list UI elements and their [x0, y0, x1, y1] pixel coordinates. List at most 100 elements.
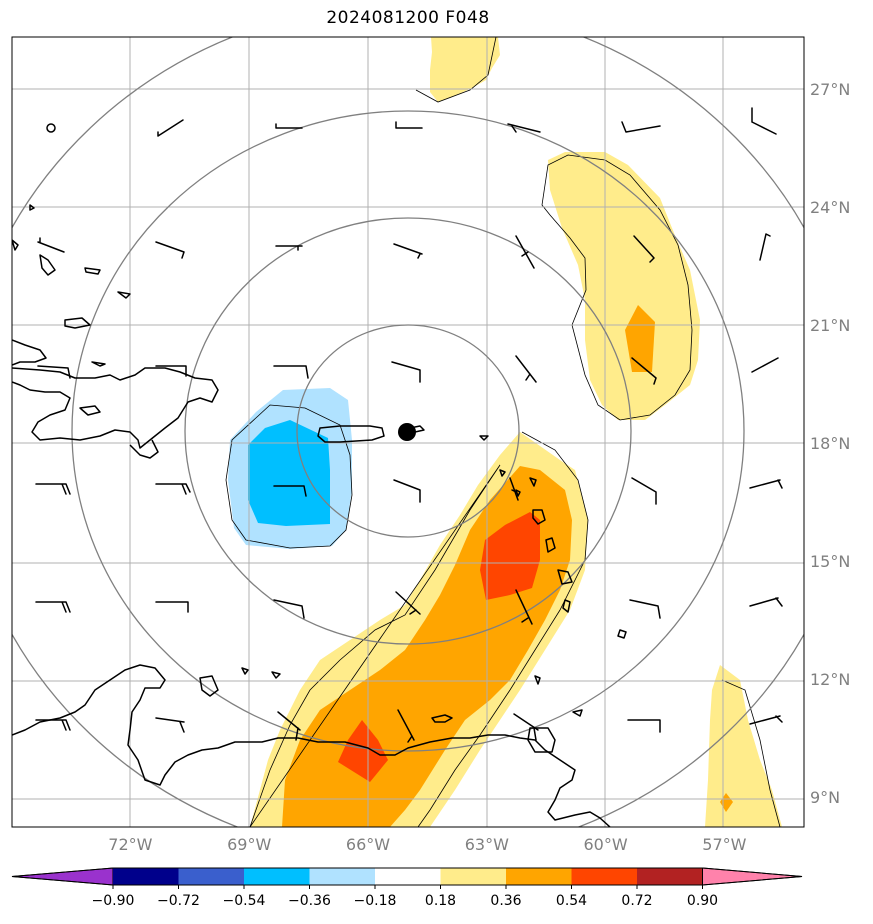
wind-barb	[751, 357, 779, 373]
lat-tick-label: 27°N	[810, 80, 850, 99]
colorbar-segment	[375, 868, 441, 885]
wind-barb	[155, 601, 189, 613]
wind-barb	[277, 711, 301, 741]
wind-barb	[35, 483, 71, 495]
colorbar-tick-label: −0.54	[223, 893, 266, 909]
storm-center-marker	[398, 423, 416, 441]
wind-barb	[515, 235, 535, 269]
coastlines	[12, 123, 627, 827]
coast-bahamas-6	[29, 204, 35, 211]
wind-barb	[621, 121, 661, 133]
wind-barb	[391, 361, 421, 383]
coast-bahamas-1	[64, 317, 91, 329]
wind-barb	[395, 591, 421, 615]
colorbar-segment	[178, 868, 245, 885]
coast-bermuda	[46, 123, 56, 133]
contour-outline-southeast	[721, 679, 781, 827]
coast-margarita	[431, 714, 453, 723]
colorbar-segment	[440, 868, 507, 885]
filled-contours	[228, 37, 782, 827]
colorbar-tick-label: 0.18	[425, 893, 456, 909]
coast-curacao	[271, 671, 281, 679]
colorbar-tick-label: −0.72	[157, 893, 200, 909]
wind-barb	[749, 479, 783, 489]
contour-red-south-upper	[480, 512, 540, 600]
coast-paraguana	[199, 675, 219, 697]
wind-barbs	[35, 107, 783, 743]
wind-barb	[393, 243, 423, 259]
coast-south-america	[12, 664, 611, 827]
wind-barb	[749, 715, 783, 725]
wind-barb	[35, 601, 71, 613]
coast-martinique	[557, 569, 573, 585]
contour-blue	[248, 420, 330, 526]
colorbar-segment	[506, 868, 572, 885]
contour-yellow-east	[548, 152, 700, 420]
coast-turks	[91, 361, 106, 367]
contour-outline-south	[249, 431, 589, 827]
wind-barb	[751, 107, 777, 135]
contour-red-south-lower	[338, 720, 388, 782]
longitude-labels: 72°W 69°W 66°W 63°W 60°W 57°W	[108, 835, 746, 854]
colorbar-tick-label: −0.18	[354, 893, 397, 909]
colorbar-tick-label: −0.90	[92, 893, 135, 909]
lon-tick-label: 63°W	[465, 835, 509, 854]
coast-hispaniola	[12, 367, 219, 449]
wind-barb	[155, 241, 185, 259]
wind-barb	[275, 123, 303, 129]
colorbar-extend-high	[702, 867, 803, 886]
lon-tick-label: 57°W	[702, 835, 746, 854]
wind-barb	[37, 237, 65, 253]
coast-hispaniola-south	[129, 439, 159, 459]
coast-antigua	[529, 477, 537, 487]
wind-barb	[35, 719, 71, 731]
lon-tick-label: 72°W	[108, 835, 152, 854]
colorbar-tick-label: 0.54	[556, 893, 587, 909]
contour-outlines	[225, 37, 781, 827]
wind-barb	[393, 479, 421, 503]
coast-st-lucia	[562, 599, 571, 613]
lat-tick-label: 24°N	[810, 198, 850, 217]
wind-barb	[275, 245, 303, 251]
coast-aruba	[241, 667, 249, 675]
plot-area	[12, 37, 804, 827]
lat-tick-label: 9°N	[810, 788, 840, 807]
range-rings	[12, 37, 804, 827]
colorbar-segment	[637, 868, 703, 885]
coast-anguilla	[479, 435, 489, 441]
colorbar-segment	[309, 868, 376, 885]
wind-barb	[395, 121, 423, 129]
wind-barb	[633, 235, 655, 263]
lat-tick-label: 15°N	[810, 552, 850, 571]
colorbar-segment	[571, 868, 638, 885]
wind-barb	[629, 599, 661, 619]
range-ring-3deg	[296, 324, 520, 538]
graticule	[12, 37, 804, 827]
wind-barb	[273, 365, 309, 379]
map-title: 2024081200 F048	[326, 8, 490, 28]
wind-barb	[157, 119, 184, 137]
wind-barb	[749, 597, 783, 607]
wind-barb	[515, 355, 537, 383]
wind-barb	[273, 485, 307, 497]
colorbar-tick-label: −0.36	[288, 893, 331, 909]
wind-barb	[37, 365, 71, 379]
coast-bahamas-3	[12, 239, 19, 251]
lat-tick-label: 21°N	[810, 316, 850, 335]
wind-barb	[509, 477, 519, 501]
coast-guadeloupe	[532, 509, 546, 525]
coast-gonave	[79, 405, 101, 416]
wind-barb	[759, 233, 771, 261]
colorbar-extend-low	[11, 867, 114, 886]
wind-barb	[155, 483, 191, 495]
coast-cuba-east	[12, 339, 47, 366]
coast-montserrat	[515, 489, 521, 497]
lon-tick-label: 66°W	[346, 835, 390, 854]
plot-frame	[11, 36, 805, 828]
lon-tick-label: 60°W	[584, 835, 628, 854]
coast-bahamas-2	[39, 254, 56, 276]
contour-yellow-southeast	[705, 665, 782, 827]
coast-tobago	[572, 709, 583, 717]
coast-trinidad	[527, 727, 556, 753]
wind-barb	[155, 365, 187, 377]
